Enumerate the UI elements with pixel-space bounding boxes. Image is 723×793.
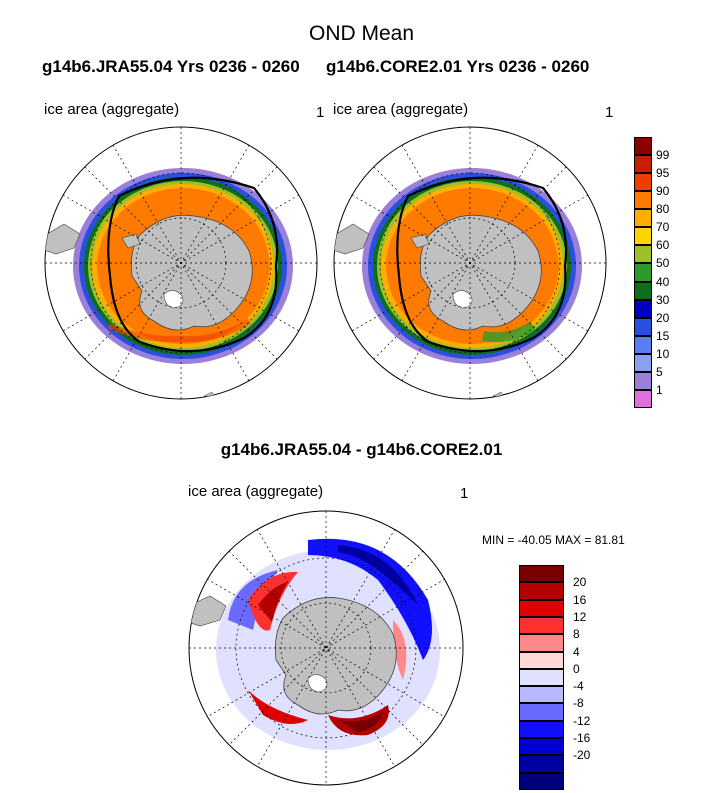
subtitle-right: g14b6.CORE2.01 Yrs 0236 - 0260 [326, 57, 590, 76]
graticule [45, 127, 317, 399]
colorbar-tick-label: 10 [656, 346, 670, 361]
page-title: OND Mean [308, 22, 415, 45]
colorbar-swatch [634, 389, 652, 408]
difference-title: g14b6.JRA55.04 - g14b6.CORE2.01 [220, 440, 503, 459]
south-america-tip [334, 223, 370, 255]
subtitle-left: g14b6.JRA55.04 Yrs 0236 - 0260 [42, 57, 300, 76]
colorbar-concentration [634, 137, 652, 408]
colorbar-swatch [519, 634, 564, 652]
sea-ice-field [45, 127, 317, 399]
colorbar-swatch [519, 599, 564, 617]
graticule [189, 511, 463, 785]
observed-ice-edge [107, 176, 279, 353]
panel-left-label: ice area (aggregate) [44, 101, 180, 118]
sea-ice-field [334, 127, 606, 399]
colorbar-swatch [634, 335, 652, 354]
difference-field [189, 511, 463, 785]
colorbar-swatch [519, 772, 564, 790]
map-jra55 [44, 126, 318, 400]
colorbar-tick-label: 1 [656, 382, 663, 397]
antarctica-landmass [419, 214, 542, 331]
colorbar-tick-label: 0 [573, 661, 580, 676]
panel-right-number: 1 [605, 104, 614, 121]
colorbar-swatch [634, 299, 652, 318]
colorbar-tick-label: 90 [656, 184, 670, 199]
colorbar-swatch [634, 281, 652, 300]
panel-diff-number: 1 [460, 485, 469, 502]
colorbar-tick-label: 5 [656, 364, 663, 379]
graticule [334, 127, 606, 399]
colorbar-tick-label: 15 [656, 328, 670, 343]
colorbar-swatch [634, 263, 652, 282]
panel-left-number: 1 [316, 104, 325, 121]
colorbar-tick-label: 95 [656, 166, 670, 181]
colorbar-difference [519, 565, 564, 790]
colorbar-tick-label: 12 [573, 609, 587, 624]
colorbar-swatch [519, 720, 564, 739]
observed-ice-edge [396, 176, 568, 353]
colorbar-swatch [519, 738, 564, 756]
colorbar-swatch [634, 227, 652, 246]
colorbar-swatch [634, 353, 652, 372]
colorbar-swatch [634, 317, 652, 336]
colorbar-tick-label: 30 [656, 292, 670, 307]
colorbar-tick-label: 20 [573, 575, 587, 590]
colorbar-swatch [519, 703, 564, 721]
colorbar-tick-label: 16 [573, 592, 587, 607]
antarctica-landmass [274, 597, 397, 715]
colorbar-swatch [634, 191, 652, 210]
colorbar-tick-label: -20 [573, 748, 591, 763]
colorbar-swatch [519, 616, 564, 635]
colorbar-tick-label: 50 [656, 256, 670, 271]
colorbar-swatch [519, 651, 564, 669]
colorbar-tick-label: 80 [656, 202, 670, 217]
colorbar-tick-label: -16 [573, 731, 591, 746]
map-difference [188, 510, 464, 786]
colorbar-tick-label: -12 [573, 713, 591, 728]
colorbar-swatch [519, 582, 564, 600]
colorbar-swatch [634, 137, 652, 156]
colorbar-swatch [634, 245, 652, 264]
colorbar-swatch [634, 155, 652, 174]
south-america-tip [45, 223, 81, 255]
colorbar-tick-label: 8 [573, 627, 580, 642]
antarctica-landmass [130, 214, 253, 331]
colorbar-swatch [634, 173, 652, 192]
colorbar-swatch [634, 371, 652, 390]
colorbar-tick-label: 4 [573, 644, 580, 659]
colorbar-swatch [519, 686, 564, 704]
colorbar-tick-label: 60 [656, 238, 670, 253]
map-core2 [333, 126, 607, 400]
colorbar-tick-label: -8 [573, 696, 584, 711]
colorbar-tick-label: 99 [656, 148, 670, 163]
colorbar-tick-label: 20 [656, 310, 670, 325]
colorbar-tick-label: -4 [573, 679, 584, 694]
south-america-tip [189, 595, 227, 627]
colorbar-swatch [519, 668, 564, 687]
colorbar-swatch [519, 565, 564, 583]
min-max-readout: MIN = -40.05 MAX = 81.81 [482, 533, 625, 547]
colorbar-swatch [634, 209, 652, 228]
colorbar-tick-label: 40 [656, 274, 670, 289]
colorbar-swatch [519, 755, 564, 773]
panel-diff-label: ice area (aggregate) [188, 483, 324, 500]
panel-right-label: ice area (aggregate) [333, 101, 469, 118]
colorbar-tick-label: 70 [656, 220, 670, 235]
